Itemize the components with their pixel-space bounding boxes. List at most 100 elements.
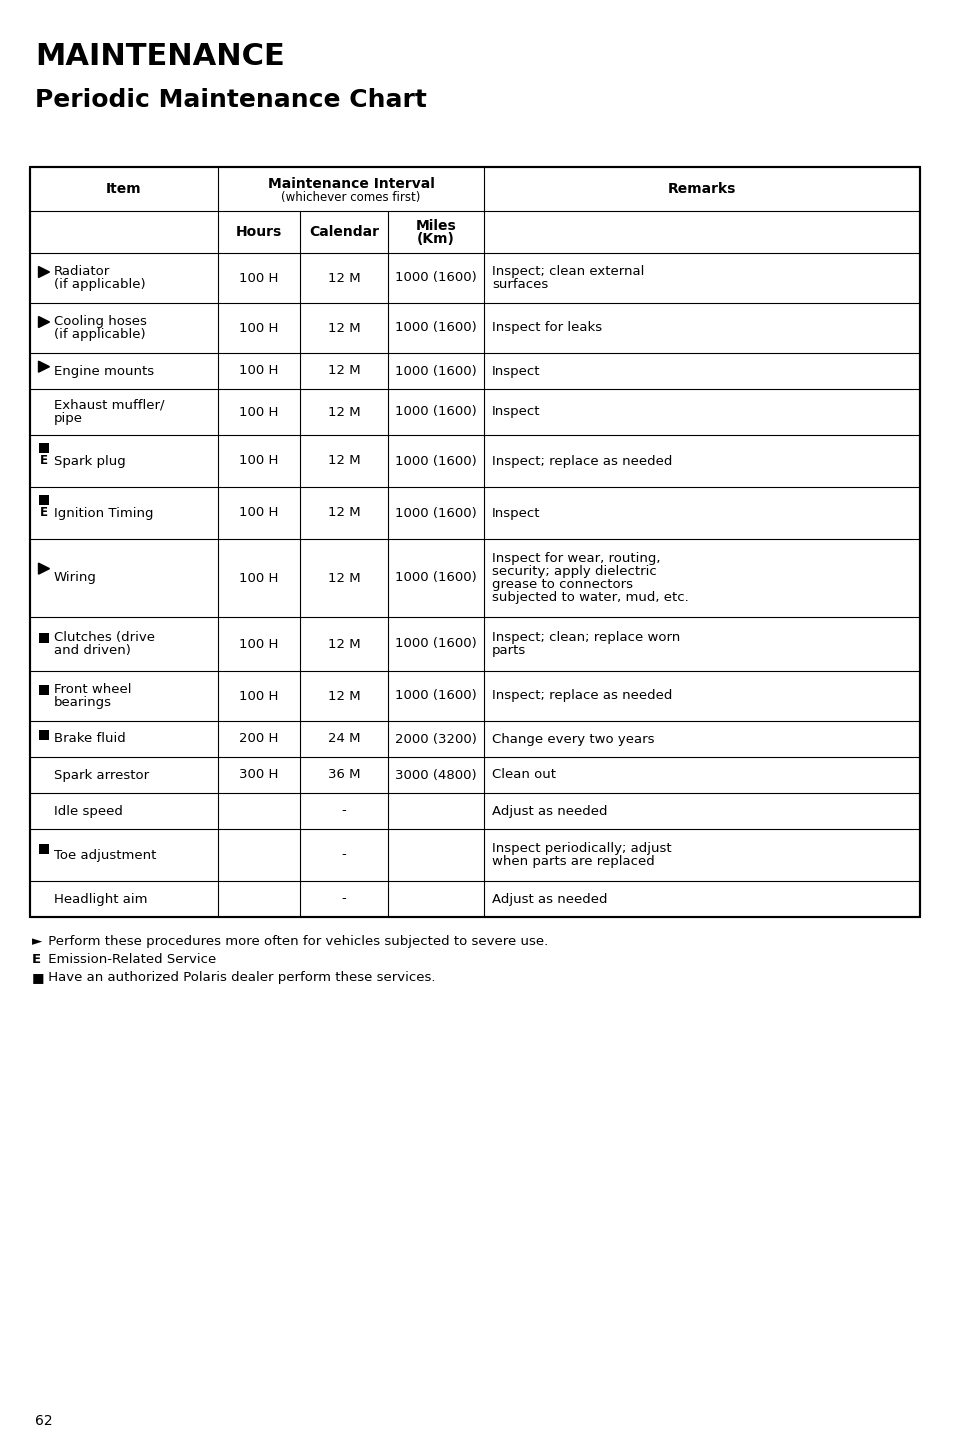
Polygon shape <box>38 266 50 278</box>
Text: Item: Item <box>106 182 142 196</box>
Text: E: E <box>40 506 48 519</box>
Text: Exhaust muffler/: Exhaust muffler/ <box>54 398 164 411</box>
Text: Clutches (drive: Clutches (drive <box>54 631 154 644</box>
Text: Hours: Hours <box>235 225 282 238</box>
Text: 1000 (1600): 1000 (1600) <box>395 689 476 702</box>
Text: parts: parts <box>492 644 526 657</box>
Text: ■: ■ <box>32 971 45 984</box>
Text: (if applicable): (if applicable) <box>54 278 146 291</box>
Text: Inspect for leaks: Inspect for leaks <box>492 321 601 334</box>
Text: 100 H: 100 H <box>239 406 278 419</box>
Text: and driven): and driven) <box>54 644 131 657</box>
Text: Remarks: Remarks <box>667 182 736 196</box>
Text: 12 M: 12 M <box>327 637 360 650</box>
Text: -: - <box>341 893 346 906</box>
Text: Have an authorized Polaris dealer perform these services.: Have an authorized Polaris dealer perfor… <box>44 971 435 984</box>
Text: Maintenance Interval: Maintenance Interval <box>267 177 434 190</box>
Text: 12 M: 12 M <box>327 272 360 285</box>
Bar <box>39 494 49 505</box>
Text: 12 M: 12 M <box>327 506 360 519</box>
Text: Perform these procedures more often for vehicles subjected to severe use.: Perform these procedures more often for … <box>44 935 548 948</box>
Text: bearings: bearings <box>54 696 112 710</box>
Text: 300 H: 300 H <box>239 769 278 781</box>
Text: -: - <box>341 849 346 862</box>
Text: Inspect periodically; adjust: Inspect periodically; adjust <box>492 842 671 855</box>
Text: 2000 (3200): 2000 (3200) <box>395 733 476 746</box>
Text: (whichever comes first): (whichever comes first) <box>281 190 420 204</box>
Text: 200 H: 200 H <box>239 733 278 746</box>
Text: Change every two years: Change every two years <box>492 733 654 746</box>
Text: Inspect for wear, routing,: Inspect for wear, routing, <box>492 553 659 566</box>
Text: 12 M: 12 M <box>327 365 360 378</box>
Text: Inspect; replace as needed: Inspect; replace as needed <box>492 689 672 702</box>
Text: Spark arrestor: Spark arrestor <box>54 769 149 781</box>
Text: Idle speed: Idle speed <box>54 804 123 817</box>
Text: 1000 (1600): 1000 (1600) <box>395 406 476 419</box>
Text: 3000 (4800): 3000 (4800) <box>395 769 476 781</box>
Text: 12 M: 12 M <box>327 321 360 334</box>
Polygon shape <box>38 317 50 327</box>
Text: Toe adjustment: Toe adjustment <box>54 849 156 862</box>
Text: Ignition Timing: Ignition Timing <box>54 506 153 519</box>
Text: subjected to water, mud, etc.: subjected to water, mud, etc. <box>492 590 688 603</box>
Text: Miles: Miles <box>416 220 456 233</box>
Bar <box>39 685 49 695</box>
Text: 100 H: 100 H <box>239 272 278 285</box>
Text: MAINTENANCE: MAINTENANCE <box>35 42 284 71</box>
Text: (Km): (Km) <box>416 233 455 246</box>
Text: Brake fluid: Brake fluid <box>54 733 126 746</box>
Text: 12 M: 12 M <box>327 689 360 702</box>
Text: Inspect; replace as needed: Inspect; replace as needed <box>492 455 672 468</box>
Text: surfaces: surfaces <box>492 278 548 291</box>
Text: Emission-Related Service: Emission-Related Service <box>44 952 216 965</box>
Bar <box>30 167 919 917</box>
Text: E: E <box>40 454 48 467</box>
Text: 100 H: 100 H <box>239 689 278 702</box>
Text: 12 M: 12 M <box>327 455 360 468</box>
Text: -: - <box>341 804 346 817</box>
Text: 1000 (1600): 1000 (1600) <box>395 365 476 378</box>
Text: 1000 (1600): 1000 (1600) <box>395 455 476 468</box>
Bar <box>39 730 49 740</box>
Text: Inspect: Inspect <box>492 365 540 378</box>
Text: 24 M: 24 M <box>328 733 360 746</box>
Polygon shape <box>38 361 50 372</box>
Text: 12 M: 12 M <box>327 406 360 419</box>
Text: 12 M: 12 M <box>327 571 360 585</box>
Text: Calendar: Calendar <box>309 225 378 238</box>
Text: 100 H: 100 H <box>239 365 278 378</box>
Text: Inspect; clean; replace worn: Inspect; clean; replace worn <box>492 631 679 644</box>
Text: E: E <box>32 952 41 965</box>
Text: Headlight aim: Headlight aim <box>54 893 148 906</box>
Text: Spark plug: Spark plug <box>54 455 126 468</box>
Text: Inspect: Inspect <box>492 506 540 519</box>
Text: Wiring: Wiring <box>54 571 97 585</box>
Text: Radiator: Radiator <box>54 265 111 278</box>
Text: Adjust as needed: Adjust as needed <box>492 893 607 906</box>
Bar <box>39 443 49 454</box>
Text: Engine mounts: Engine mounts <box>54 365 154 378</box>
Text: 62: 62 <box>35 1413 52 1428</box>
Text: Cooling hoses: Cooling hoses <box>54 316 147 329</box>
Text: 1000 (1600): 1000 (1600) <box>395 637 476 650</box>
Text: 100 H: 100 H <box>239 455 278 468</box>
Text: 1000 (1600): 1000 (1600) <box>395 272 476 285</box>
Text: grease to connectors: grease to connectors <box>492 579 633 590</box>
Text: 100 H: 100 H <box>239 506 278 519</box>
Bar <box>39 843 49 853</box>
Text: 100 H: 100 H <box>239 321 278 334</box>
Text: Inspect; clean external: Inspect; clean external <box>492 265 643 278</box>
Text: pipe: pipe <box>54 411 83 425</box>
Text: when parts are replaced: when parts are replaced <box>492 855 654 868</box>
Polygon shape <box>38 563 50 574</box>
Text: 1000 (1600): 1000 (1600) <box>395 506 476 519</box>
Text: 100 H: 100 H <box>239 637 278 650</box>
Text: Inspect: Inspect <box>492 406 540 419</box>
Text: 100 H: 100 H <box>239 571 278 585</box>
Text: security; apply dielectric: security; apply dielectric <box>492 566 656 579</box>
Text: Clean out: Clean out <box>492 769 556 781</box>
Text: 1000 (1600): 1000 (1600) <box>395 321 476 334</box>
Text: Adjust as needed: Adjust as needed <box>492 804 607 817</box>
Text: ►: ► <box>32 935 42 948</box>
Text: 1000 (1600): 1000 (1600) <box>395 571 476 585</box>
